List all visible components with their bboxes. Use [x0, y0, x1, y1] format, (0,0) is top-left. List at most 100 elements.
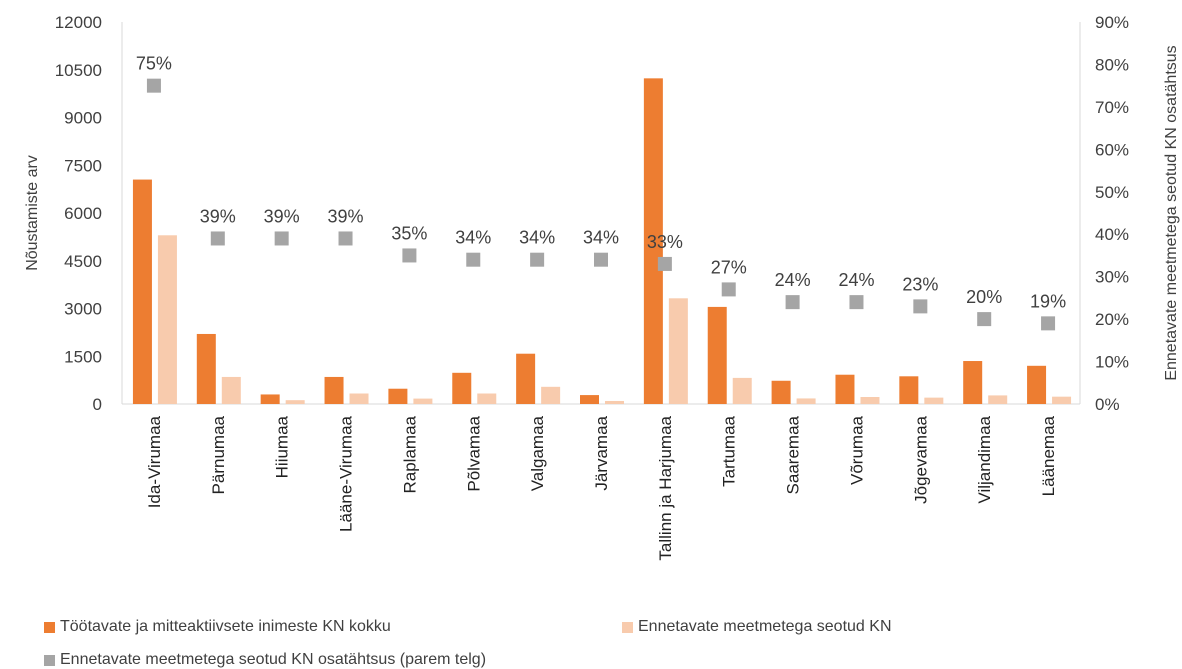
share-data-label: 27% — [711, 257, 747, 277]
share-data-label: 23% — [902, 274, 938, 294]
share-data-label: 39% — [328, 206, 364, 226]
category-label: Tallinn ja Harjumaa — [656, 415, 675, 560]
bar-preventive — [221, 376, 241, 404]
bar-total — [132, 179, 152, 404]
y2-tick-label: 60% — [1095, 140, 1129, 159]
category-label: Tartumaa — [720, 415, 739, 486]
bar-preventive — [988, 395, 1008, 404]
share-data-label: 34% — [455, 228, 491, 248]
legend-label-preventive: Ennetavate meetmetega seotud KN — [638, 618, 892, 635]
share-data-label: 34% — [519, 228, 555, 248]
bar-total — [260, 394, 280, 404]
category-label: Viljandimaa — [975, 415, 994, 503]
category-label: Järvamaa — [592, 415, 611, 490]
category-label: Võrumaa — [847, 415, 866, 485]
y2-tick-label: 20% — [1095, 310, 1129, 329]
share-marker — [274, 231, 289, 246]
category-label: Ida-Virumaa — [145, 415, 164, 508]
bar-preventive — [413, 398, 433, 404]
share-data-label: 24% — [775, 270, 811, 290]
category-label: Põlvamaa — [464, 415, 483, 491]
y-tick-label: 0 — [93, 395, 102, 414]
share-marker — [1041, 316, 1056, 331]
y2-tick-label: 40% — [1095, 225, 1129, 244]
bar-total — [452, 372, 472, 404]
y-tick-label: 10500 — [55, 61, 102, 80]
bar-total — [899, 376, 919, 404]
share-data-label: 19% — [1030, 291, 1066, 311]
category-label: Raplamaa — [400, 415, 419, 493]
share-data-label: 24% — [838, 270, 874, 290]
bar-preventive — [477, 393, 497, 404]
legend-item-total: Töötavate ja mitteaktiivsete inimeste KN… — [44, 618, 391, 636]
category-label: Hiiumaa — [273, 415, 292, 478]
share-marker — [721, 282, 736, 297]
category-label: Lääne-Virumaa — [337, 415, 356, 531]
bar-preventive — [732, 377, 752, 404]
y2-tick-label: 90% — [1095, 13, 1129, 32]
bar-preventive — [541, 386, 561, 404]
y-tick-label: 7500 — [64, 156, 102, 175]
legend-item-preventive: Ennetavate meetmetega seotud KN — [622, 618, 892, 636]
legend-label-total: Töötavate ja mitteaktiivsete inimeste KN… — [60, 618, 391, 635]
share-data-label: 34% — [583, 228, 619, 248]
y2-tick-label: 50% — [1095, 183, 1129, 202]
y2-tick-label: 30% — [1095, 268, 1129, 287]
category-label: Pärnumaa — [209, 415, 228, 494]
bar-preventive — [924, 397, 944, 404]
share-marker — [210, 231, 225, 246]
bar-preventive — [349, 393, 369, 404]
share-data-label: 39% — [200, 206, 236, 226]
y2-axis-title: Ennetavate meetmetega seotud KN osatähts… — [1163, 45, 1180, 380]
bar-total — [196, 333, 216, 404]
legend-swatch-preventive — [622, 621, 633, 633]
share-data-label: 33% — [647, 232, 683, 252]
y-tick-label: 3000 — [64, 300, 102, 319]
share-marker — [466, 252, 481, 267]
bar-total — [324, 376, 344, 404]
share-marker — [338, 231, 353, 246]
bar-total — [643, 78, 663, 404]
y-tick-label: 6000 — [64, 204, 102, 223]
legend-swatch-total — [44, 621, 55, 633]
bar-total — [771, 380, 791, 404]
bar-preventive — [796, 398, 816, 404]
bar-total — [516, 353, 536, 404]
legend-swatch-share — [44, 654, 55, 666]
share-data-label: 75% — [136, 54, 172, 74]
bar-total — [580, 395, 599, 404]
share-marker — [530, 252, 545, 267]
share-marker — [146, 78, 161, 93]
bar-total — [388, 388, 408, 404]
category-label: Saaremaa — [784, 415, 803, 494]
share-marker — [785, 295, 800, 310]
bar-preventive — [668, 298, 688, 404]
legend-label-share: Ennetavate meetmetega seotud KN osatähts… — [60, 651, 487, 668]
y-tick-label: 9000 — [64, 109, 102, 128]
share-data-label: 20% — [966, 287, 1002, 307]
category-label: Läänemaa — [1039, 415, 1058, 496]
bar-preventive — [860, 396, 880, 404]
bar-total — [707, 306, 727, 404]
bar-total — [1027, 365, 1047, 404]
share-marker — [402, 248, 417, 263]
share-marker — [657, 256, 672, 271]
share-marker — [849, 295, 864, 310]
y-tick-label: 1500 — [64, 347, 102, 366]
share-marker — [594, 252, 608, 267]
y2-tick-label: 70% — [1095, 98, 1129, 117]
y2-tick-label: 80% — [1095, 55, 1129, 74]
y-tick-label: 4500 — [64, 252, 102, 271]
y-axis-title: Nõustamiste arv — [24, 155, 41, 271]
y2-tick-label: 10% — [1095, 353, 1129, 372]
bar-preventive — [1052, 396, 1072, 404]
y-tick-label: 12000 — [55, 13, 102, 32]
y2-tick-label: 0% — [1095, 395, 1120, 414]
share-marker — [977, 312, 992, 327]
share-data-label: 39% — [264, 206, 300, 226]
share-data-label: 35% — [391, 223, 427, 243]
bar-total — [835, 374, 855, 404]
bar-total — [963, 361, 983, 404]
